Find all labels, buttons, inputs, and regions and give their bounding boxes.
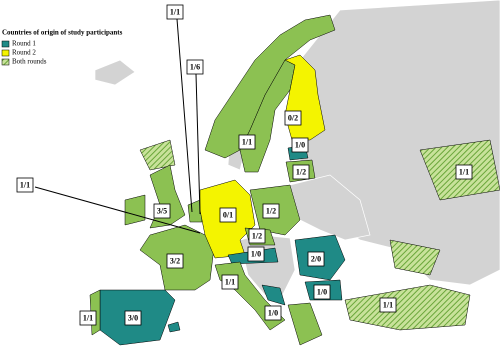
label-box [262, 203, 280, 219]
legend-title: Countries of origin of study participant… [2, 29, 123, 37]
label-box [153, 203, 171, 219]
country-label: 3/2 [166, 253, 184, 269]
country-label: 1/0 [264, 305, 282, 321]
label-box [166, 4, 184, 20]
country-label: 1/1 [455, 164, 473, 180]
label-text: 3/0 [128, 313, 138, 322]
legend-label: Round 1 [12, 40, 36, 48]
label-text: 1/2 [252, 231, 262, 240]
label-text: 1/0 [317, 287, 327, 296]
label-box [313, 284, 331, 300]
label-box [307, 251, 325, 267]
label-text: 2/0 [311, 254, 321, 263]
country-label: 1/0 [313, 284, 331, 300]
label-text: 1/1 [459, 167, 469, 176]
country-label: 1/1 [379, 297, 397, 313]
country-label: 1/1 [238, 134, 256, 150]
country-label: 3/5 [153, 203, 171, 219]
label-box [166, 253, 184, 269]
country-label: 2/0 [307, 251, 325, 267]
label-text: 3/2 [170, 256, 180, 265]
label-box [264, 305, 282, 321]
label-box [455, 164, 473, 180]
label-text: 1/1 [170, 7, 180, 16]
legend-swatch [1, 49, 10, 57]
label-box [248, 228, 266, 244]
label-box [186, 59, 204, 75]
label-box [247, 246, 265, 262]
label-box [16, 177, 34, 193]
label-text: 1/1 [225, 277, 235, 286]
label-text: 1/0 [295, 140, 305, 149]
country-label: 0/2 [284, 110, 302, 126]
legend: Countries of origin of study participant… [1, 29, 123, 66]
legend-label: Round 2 [12, 49, 36, 57]
label-text: 1/1 [83, 313, 93, 322]
label-box [219, 207, 237, 223]
label-text: 1/1 [242, 137, 252, 146]
label-box [79, 310, 97, 326]
label-box [291, 137, 309, 153]
country-label: 1/2 [292, 164, 310, 180]
country-label: 1/1 [79, 310, 97, 326]
label-box [238, 134, 256, 150]
label-box [284, 110, 302, 126]
country-label: 1/1 [166, 4, 184, 20]
pointers [34, 18, 201, 234]
country-label: 1/2 [248, 228, 266, 244]
label-text: 1/0 [268, 308, 278, 317]
country-label: 1/1 [221, 274, 239, 290]
label-box [221, 274, 239, 290]
label-box [124, 310, 142, 326]
legend-swatch [1, 58, 10, 66]
label-text: 1/1 [383, 300, 393, 309]
country-label: 3/0 [124, 310, 142, 326]
label-text: 1/1 [20, 180, 30, 189]
countries [89, 14, 500, 346]
legend-swatch [1, 40, 10, 48]
country-label: 0/1 [219, 207, 237, 223]
country-label: 1/0 [291, 137, 309, 153]
label-text: 1/0 [251, 249, 261, 258]
label-text: 3/5 [157, 206, 167, 215]
label-text: 0/1 [223, 210, 233, 219]
labels: 1/1 1/6 0/2 1/1 1/0 1/2 1/1 1/1 3/5 0/1 1/2 1/2 3/2 1… [16, 4, 473, 326]
legend-label: Both rounds [12, 58, 47, 66]
label-box [379, 297, 397, 313]
label-box [292, 164, 310, 180]
country-label: 1/6 [186, 59, 204, 75]
country-label: 1/0 [247, 246, 265, 262]
country-label: 1/1 [16, 177, 34, 193]
label-text: 0/2 [288, 113, 298, 122]
label-text: 1/2 [296, 167, 306, 176]
label-text: 1/2 [266, 206, 276, 215]
country-label: 1/2 [262, 203, 280, 219]
label-text: 1/6 [190, 62, 200, 71]
